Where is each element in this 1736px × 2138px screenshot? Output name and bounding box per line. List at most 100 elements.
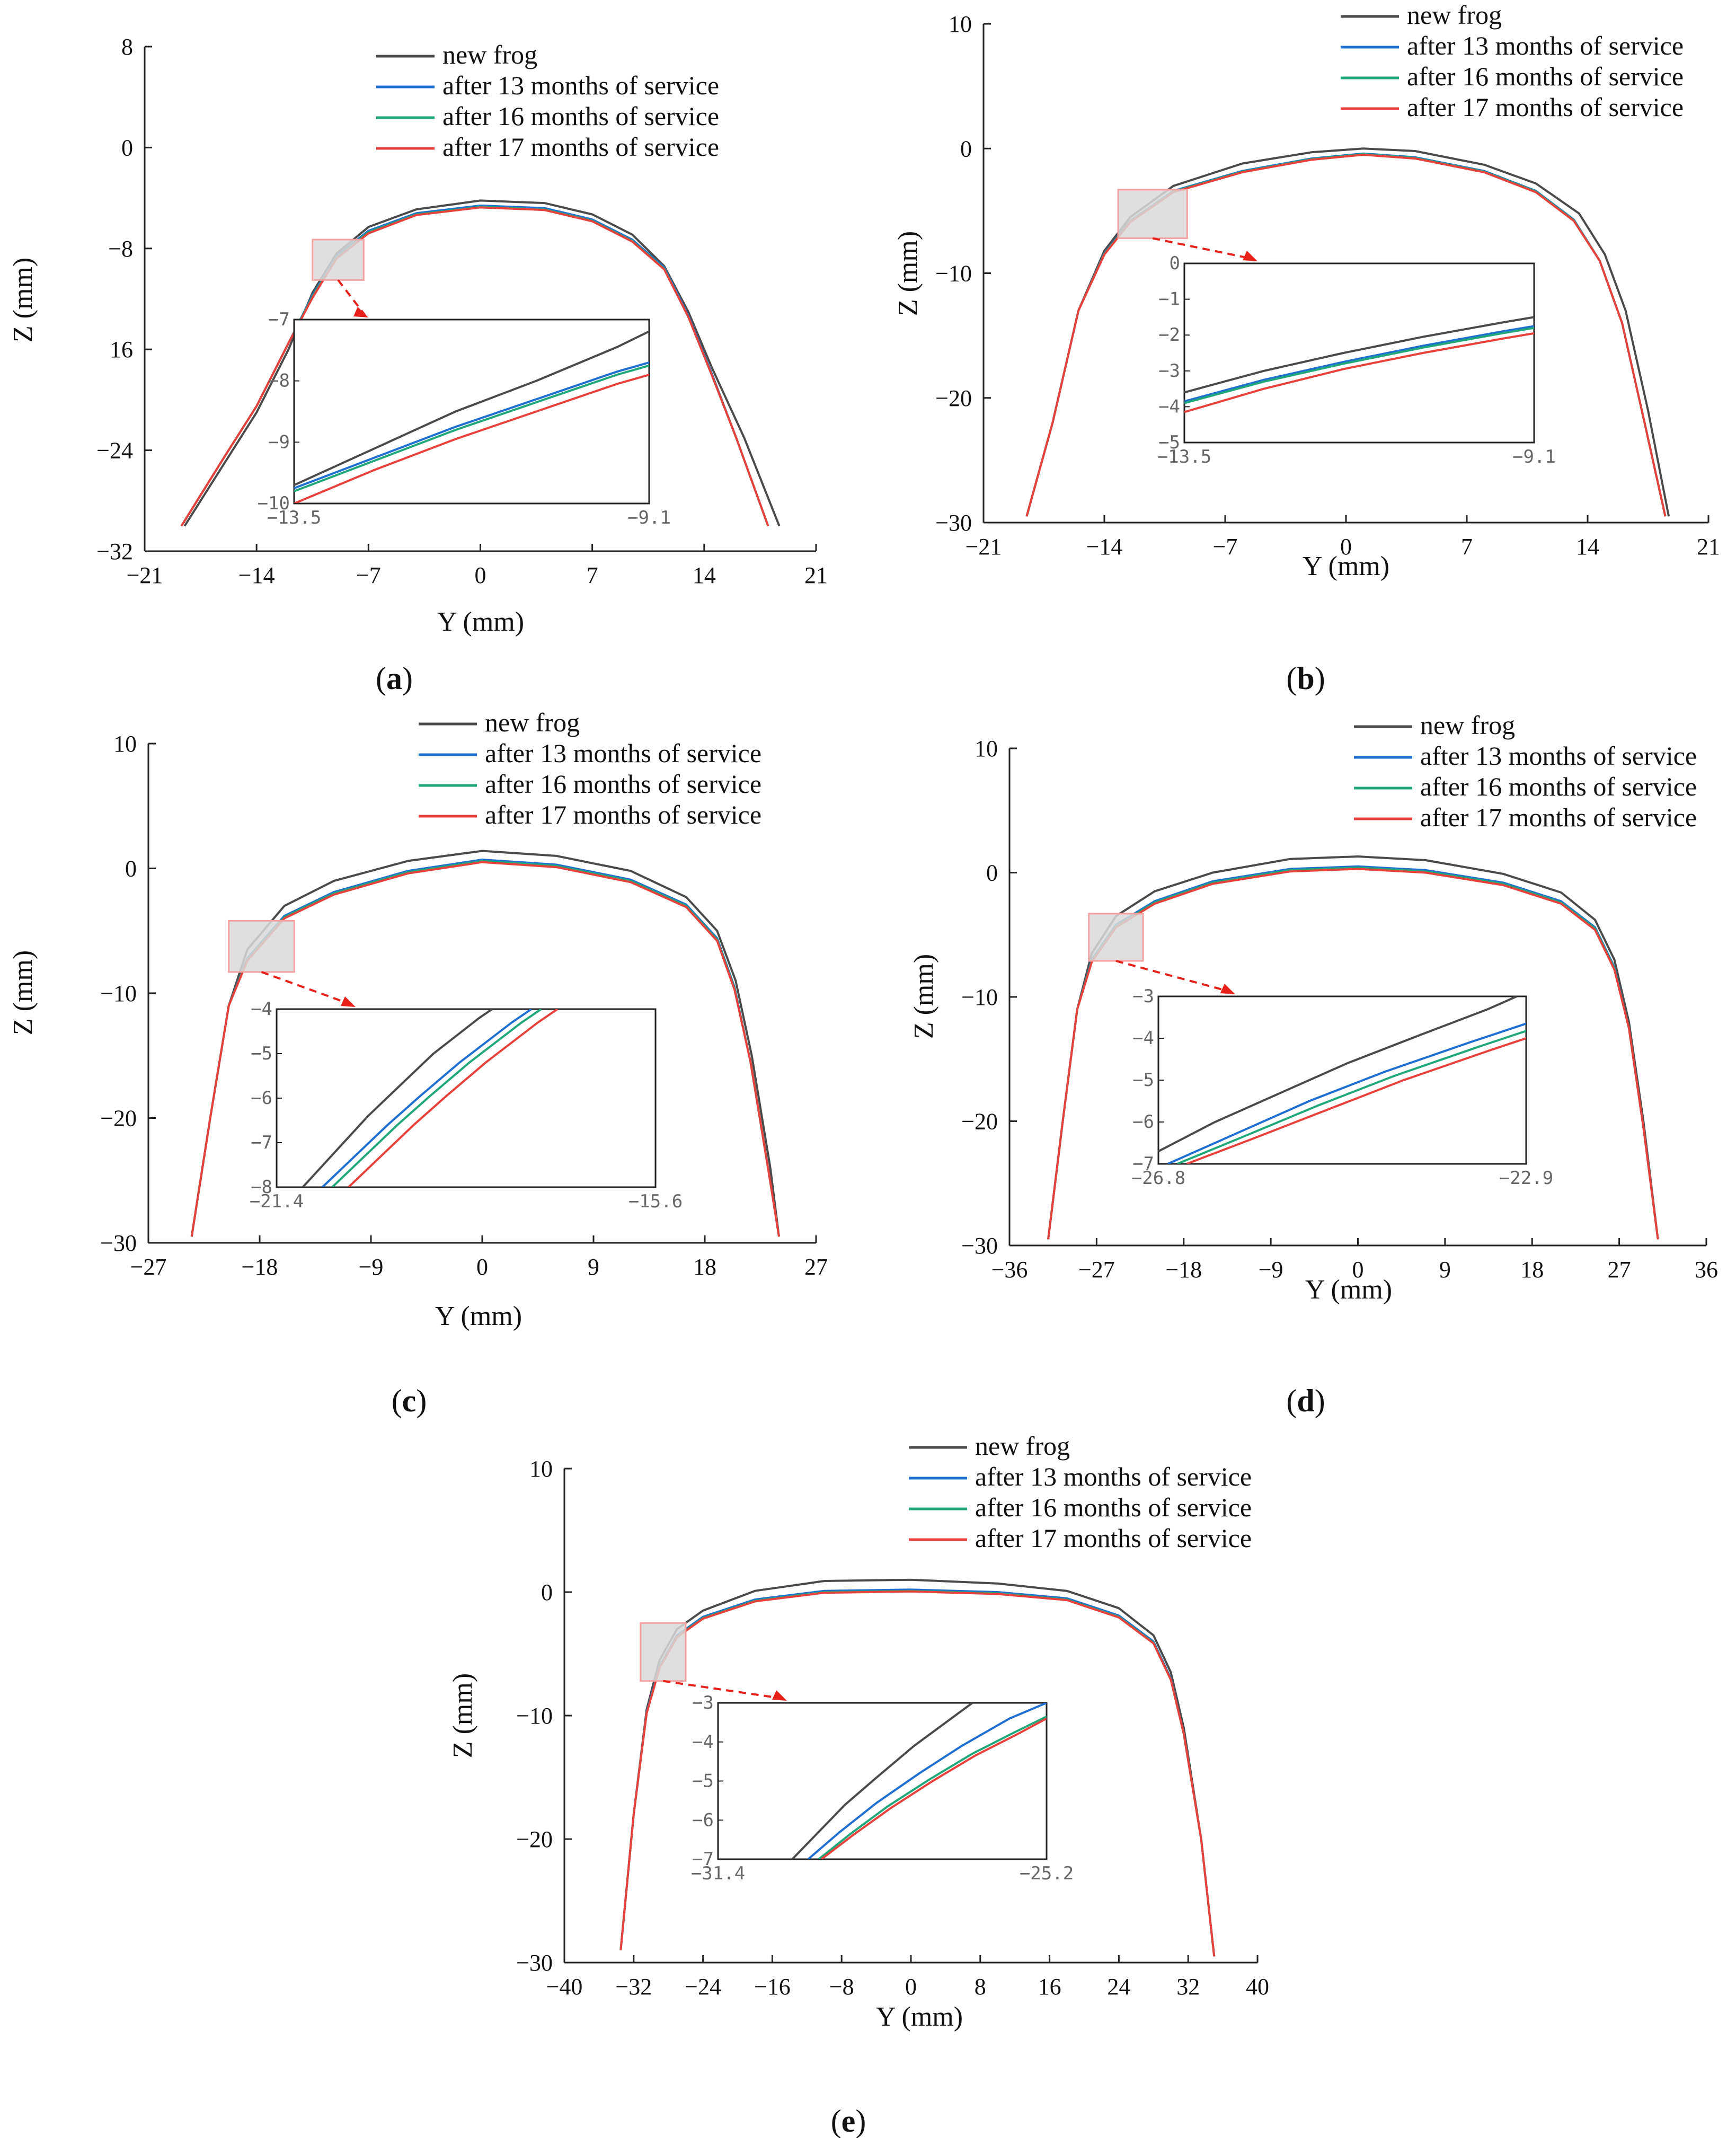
legend-label: new frog	[1420, 710, 1515, 740]
panel-d: −36 −27 −18 −9 0 9 18 27 36 10 0 −10 −20 −30 Y (mm) Z (…	[909, 710, 1718, 1418]
series-line-4	[619, 1590, 1216, 1957]
legend-label: after 17 months of service	[975, 1523, 1252, 1553]
series-line-1	[1047, 855, 1659, 1240]
inset-x-tick-label: −21.4	[250, 1191, 304, 1212]
inset-x-tick-label: −31.4	[691, 1863, 745, 1884]
inset-series-line-4	[820, 1717, 1047, 1859]
x-tick-label: 32	[1176, 1974, 1200, 2000]
legend-label: after 17 months of service	[1420, 802, 1697, 832]
inset-y-tick-label: −4	[251, 999, 272, 1020]
x-tick-label: −21	[127, 562, 163, 588]
y-axis-label: Z (mm)	[448, 1673, 478, 1758]
y-tick-label: 0	[960, 136, 972, 162]
x-tick-label: −9	[1259, 1257, 1283, 1283]
zoom-arrow	[1152, 237, 1255, 260]
zoom-arrow-head	[1220, 984, 1235, 994]
inset-y-tick-label: −7	[251, 1132, 272, 1153]
series-line-4	[1025, 154, 1667, 517]
panel-b: −21 −14 −7 0 7 14 21 10 0 −10 −20 −30 Y (mm) Z (mm) 0 −…	[893, 0, 1720, 696]
panel-label: (e)	[831, 2104, 866, 2138]
inset-x-tick-label: −9.1	[627, 507, 671, 528]
inset-y-tick-label: −6	[251, 1088, 272, 1109]
inset-y-tick-label: −4	[1132, 1028, 1154, 1049]
inset-series-line-2	[1167, 1022, 1526, 1164]
inset-x-tick-label: −13.5	[267, 507, 321, 528]
inset-y-tick-label: −3	[692, 1692, 714, 1713]
inset-y-tick-label: −9	[268, 431, 290, 453]
x-tick-label: −14	[1086, 534, 1123, 560]
x-tick-label: 9	[588, 1254, 599, 1280]
y-tick-label: −20	[100, 1106, 137, 1132]
y-tick-label: 10	[975, 736, 998, 762]
inset-y-tick-label: −8	[251, 1177, 272, 1198]
zoom-region-box	[640, 1622, 687, 1682]
legend-label: new frog	[975, 1431, 1070, 1461]
inset-frame	[1183, 262, 1535, 444]
y-tick-label: 10	[949, 11, 972, 37]
inset-series-line-3	[1176, 1030, 1526, 1164]
y-tick-label: −8	[108, 236, 133, 262]
legend-label: after 13 months of service	[975, 1462, 1252, 1491]
legend-label: after 17 months of service	[1407, 92, 1684, 122]
y-tick-label: 8	[121, 34, 133, 60]
panel-a: −21 −14 −7 0 7 14 21 8 0 −8 16 −24 −32 Y (mm) Z (mm) −7…	[8, 34, 828, 696]
y-tick-label: −20	[935, 385, 972, 411]
x-tick-label: −14	[238, 562, 275, 588]
x-tick-label: 7	[587, 562, 598, 588]
legend-label: after 16 months of service	[442, 101, 719, 131]
x-tick-label: −21	[966, 534, 1002, 560]
inset-series-line-4	[348, 1009, 559, 1187]
inset-y-tick-label: −6	[692, 1809, 714, 1831]
inset-series-line-1	[791, 1703, 973, 1859]
zoom-region-box	[312, 238, 365, 281]
inset-panel: −4 −5 −6 −7 −8−21.4 −15.6	[250, 999, 683, 1212]
x-axis-label: Y (mm)	[1303, 551, 1389, 581]
legend-label: after 13 months of service	[1407, 31, 1684, 60]
y-axis-label: Z (mm)	[8, 258, 38, 342]
x-tick-label: 21	[1697, 534, 1720, 560]
x-tick-label: −16	[754, 1974, 791, 2000]
series-line-1	[183, 199, 781, 527]
inset-frame	[717, 1702, 1048, 1860]
inset-y-tick-label: −7	[692, 1849, 714, 1870]
zoom-arrow	[663, 1680, 784, 1700]
legend-label: after 13 months of service	[485, 738, 761, 768]
x-axis-label: Y (mm)	[437, 607, 524, 637]
legend-label: after 13 months of service	[442, 70, 719, 100]
y-tick-label: −20	[961, 1109, 998, 1135]
inset-series-line-1	[302, 1009, 493, 1187]
inset-series-line-3	[331, 1009, 542, 1187]
legend-label: after 16 months of service	[1407, 61, 1684, 91]
y-tick-label: −30	[961, 1233, 998, 1259]
x-tick-label: −27	[130, 1254, 167, 1280]
inset-y-tick-label: −4	[692, 1731, 714, 1753]
zoom-arrow	[261, 971, 353, 1006]
x-tick-label: 18	[693, 1254, 716, 1280]
panel-label: (b)	[1286, 661, 1325, 696]
inset-series-line-1	[294, 330, 649, 487]
inset-series-line-3	[818, 1716, 1047, 1859]
x-tick-label: −8	[829, 1974, 854, 2000]
x-tick-label: −9	[359, 1254, 384, 1280]
inset-y-tick-label: −5	[251, 1043, 272, 1064]
inset-frame	[276, 1008, 657, 1188]
x-tick-label: −7	[356, 562, 381, 588]
zoom-arrow-head	[1243, 251, 1257, 261]
inset-y-tick-label: −1	[1158, 289, 1180, 310]
inset-y-tick-label: −7	[268, 309, 290, 330]
panel-c: −27 −18 −9 0 9 18 27 10 0 −10 −20 −30 Y (mm) Z (mm) −4…	[8, 708, 828, 1418]
x-tick-label: 27	[804, 1254, 828, 1280]
inset-x-tick-label: −25.2	[1020, 1863, 1074, 1884]
zoom-arrow-head	[341, 996, 356, 1007]
zoom-arrow-head	[353, 307, 368, 317]
x-tick-label: 9	[1439, 1257, 1451, 1283]
x-tick-label: −40	[546, 1974, 583, 2000]
y-axis-label: Z (mm)	[893, 231, 923, 316]
inset-x-tick-label: −9.1	[1512, 446, 1556, 467]
legend-label: after 16 months of service	[485, 769, 761, 799]
x-tick-label: 21	[804, 562, 828, 588]
inset-series-line-4	[294, 374, 649, 503]
